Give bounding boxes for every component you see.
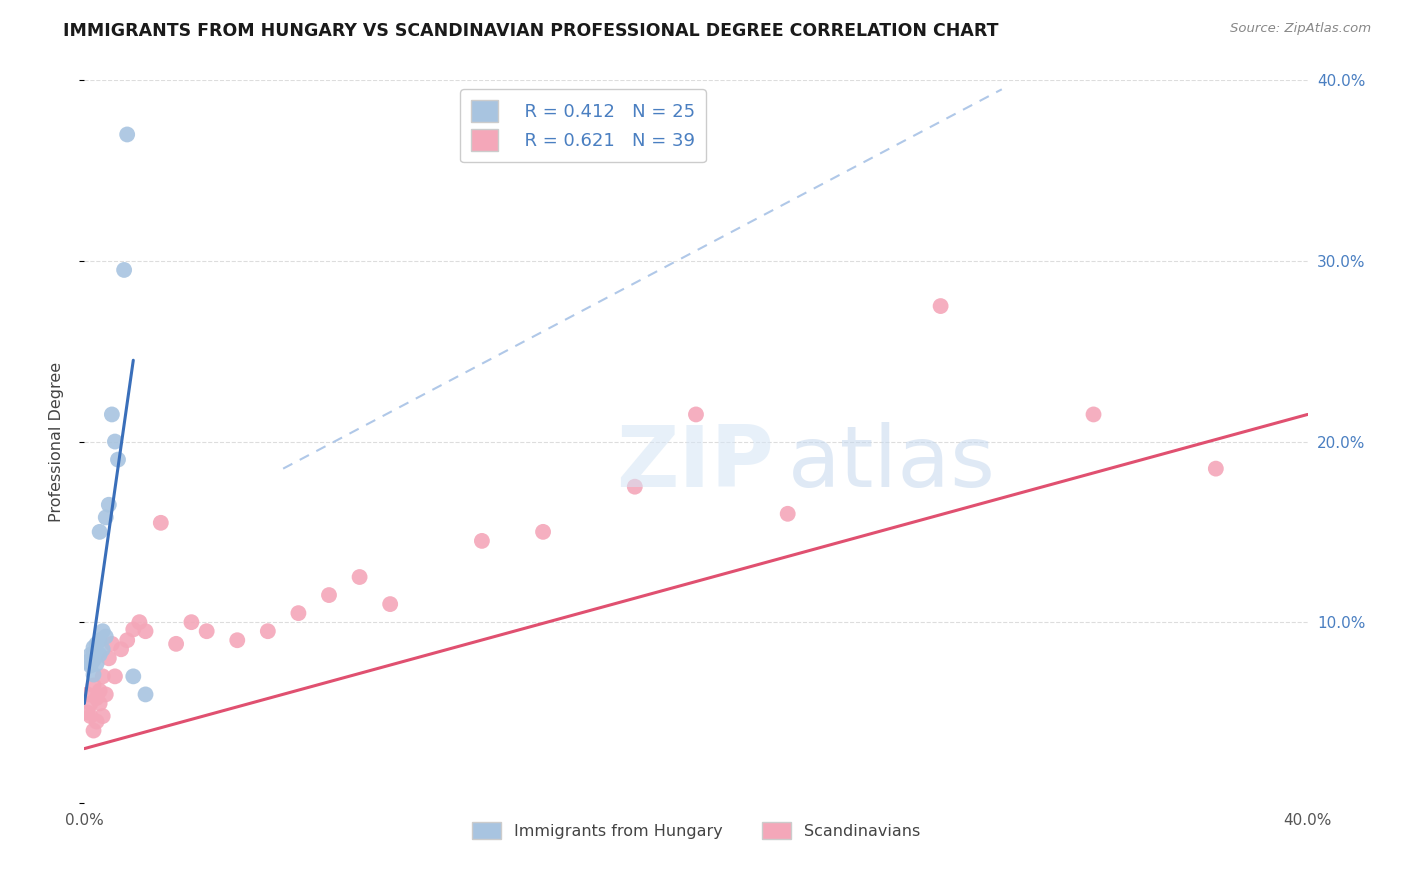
- Point: [86, 637, 108, 651]
- Point: [135, 687, 157, 701]
- Point: [195, 624, 218, 639]
- Point: [89, 524, 111, 539]
- Point: [1083, 408, 1105, 422]
- Point: [91, 669, 114, 683]
- Point: [83, 640, 105, 655]
- Point: [76, 706, 98, 720]
- Point: [101, 637, 124, 651]
- Point: [101, 408, 124, 422]
- Point: [776, 507, 799, 521]
- Point: [531, 524, 554, 539]
- Point: [128, 615, 150, 630]
- Point: [89, 633, 111, 648]
- Point: [97, 651, 120, 665]
- Point: [86, 648, 108, 662]
- Point: [287, 606, 309, 620]
- Point: [89, 697, 111, 711]
- Point: [83, 646, 105, 660]
- Point: [76, 687, 98, 701]
- Point: [180, 615, 202, 630]
- Point: [112, 263, 135, 277]
- Point: [115, 633, 138, 648]
- Point: [122, 623, 145, 637]
- Point: [97, 498, 120, 512]
- Point: [1205, 461, 1227, 475]
- Point: [83, 678, 105, 692]
- Point: [79, 658, 101, 673]
- Point: [685, 408, 707, 422]
- Point: [257, 624, 280, 639]
- Point: [89, 648, 111, 662]
- Point: [165, 637, 187, 651]
- Point: [86, 691, 108, 706]
- Point: [86, 657, 108, 671]
- Point: [149, 516, 172, 530]
- Text: IMMIGRANTS FROM HUNGARY VS SCANDINAVIAN PROFESSIONAL DEGREE CORRELATION CHART: IMMIGRANTS FROM HUNGARY VS SCANDINAVIAN …: [63, 22, 998, 40]
- Point: [349, 570, 371, 584]
- Point: [89, 683, 111, 698]
- Point: [135, 624, 157, 639]
- Point: [83, 723, 105, 738]
- Point: [471, 533, 494, 548]
- Point: [94, 687, 117, 701]
- Point: [94, 510, 117, 524]
- Point: [91, 642, 114, 657]
- Legend: Immigrants from Hungary, Scandinavians: Immigrants from Hungary, Scandinavians: [465, 816, 927, 846]
- Point: [83, 653, 105, 667]
- Y-axis label: Professional Degree: Professional Degree: [49, 361, 63, 522]
- Point: [94, 630, 117, 644]
- Point: [115, 128, 138, 142]
- Point: [91, 709, 114, 723]
- Point: [91, 624, 114, 639]
- Point: [380, 597, 402, 611]
- Point: [79, 709, 101, 723]
- Point: [226, 633, 249, 648]
- Point: [624, 480, 647, 494]
- Text: Source: ZipAtlas.com: Source: ZipAtlas.com: [1230, 22, 1371, 36]
- Point: [107, 452, 129, 467]
- Point: [76, 655, 98, 669]
- Point: [318, 588, 340, 602]
- Point: [104, 434, 127, 449]
- Text: ZIP: ZIP: [616, 422, 775, 505]
- Point: [83, 667, 105, 681]
- Point: [79, 648, 101, 662]
- Point: [110, 642, 132, 657]
- Point: [86, 714, 108, 729]
- Point: [122, 669, 145, 683]
- Text: atlas: atlas: [787, 422, 995, 505]
- Point: [929, 299, 952, 313]
- Point: [104, 669, 127, 683]
- Point: [79, 697, 101, 711]
